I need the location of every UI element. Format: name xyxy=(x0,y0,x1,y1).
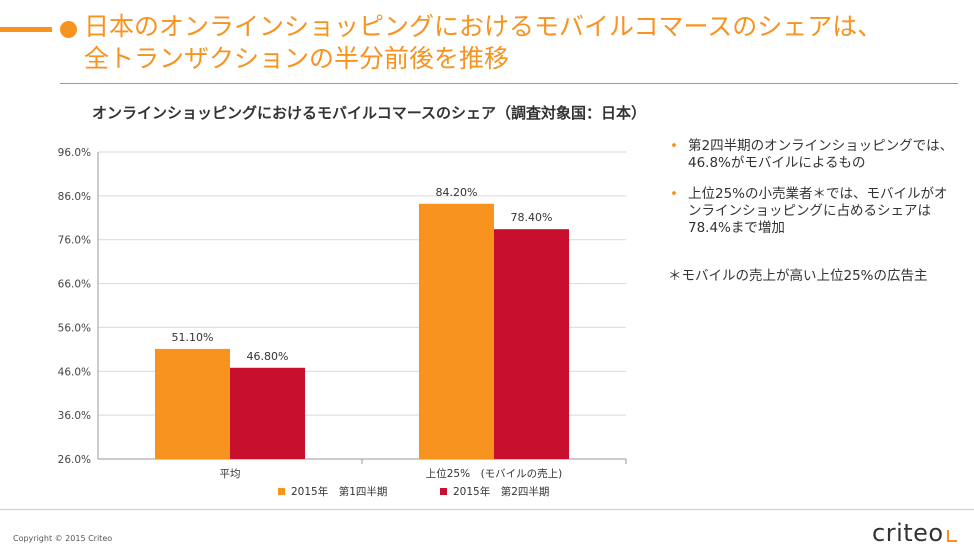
bullet-list: • 第2四半期のオンラインショッピングでは、46.8%がモバイルによるもの • … xyxy=(666,138,956,251)
title-bullet-icon xyxy=(60,21,77,38)
slide-title-line-2: 全トランザクションの半分前後を推移 xyxy=(84,44,510,73)
y-tick-label: 76.0% xyxy=(58,235,91,247)
bullet-text: 上位25%の小売業者＊では、モバイルがオンラインショッピングに占めるシェアは78… xyxy=(688,186,948,236)
bullet-dot-icon: • xyxy=(670,186,678,202)
bullet-item: • 上位25%の小売業者＊では、モバイルがオンラインショッピングに占めるシェアは… xyxy=(666,186,956,237)
legend-swatch xyxy=(278,488,285,495)
title-accent-bar xyxy=(0,27,52,32)
bar xyxy=(494,229,569,459)
bullet-item: • 第2四半期のオンラインショッピングでは、46.8%がモバイルによるもの xyxy=(666,138,956,172)
criteo-logo: criteo xyxy=(872,519,944,547)
bar xyxy=(155,348,230,459)
copyright-text: Copyright © 2015 Criteo xyxy=(13,534,113,543)
bar-value-label: 84.20% xyxy=(436,186,478,199)
chart-title: オンラインショッピングにおけるモバイルコマースのシェア（調査対象国：日本） xyxy=(92,104,646,122)
y-tick-label: 46.0% xyxy=(58,366,91,378)
footer-divider xyxy=(0,509,974,510)
bar xyxy=(230,367,305,459)
slide-title-line-1: 日本のオンラインショッピングにおけるモバイルコマースのシェアは、 xyxy=(84,12,883,41)
title-divider xyxy=(60,83,958,84)
bullet-dot-icon: • xyxy=(670,138,678,154)
legend-label: 2015年 第2四半期 xyxy=(453,485,549,498)
y-tick-label: 66.0% xyxy=(58,279,91,291)
logo-mark-icon xyxy=(947,530,957,542)
y-tick-label: 86.0% xyxy=(58,191,91,203)
y-tick-label: 56.0% xyxy=(58,322,91,334)
bar-value-label: 46.80% xyxy=(247,350,289,363)
bar xyxy=(419,203,494,459)
footnote: ＊モバイルの売上が高い上位25%の広告主 xyxy=(668,268,928,284)
bar-value-label: 78.40% xyxy=(511,211,553,224)
y-tick-label: 36.0% xyxy=(58,410,91,422)
x-category-label: 上位25% (モバイルの売上) xyxy=(426,467,563,480)
bar-chart: 26.0% 36.0% 46.0% 56.0% 66.0% 76.0% 86.0% 96.0%… xyxy=(58,147,627,498)
legend-swatch xyxy=(440,488,447,495)
legend-label: 2015年 第1四半期 xyxy=(291,485,387,498)
x-category-label: 平均 xyxy=(220,468,241,480)
y-tick-label: 96.0% xyxy=(58,147,91,159)
bar-value-label: 51.10% xyxy=(172,331,214,344)
bullet-text: 第2四半期のオンラインショッピングでは、46.8%がモバイルによるもの xyxy=(688,138,954,171)
y-tick-label: 26.0% xyxy=(58,454,91,466)
